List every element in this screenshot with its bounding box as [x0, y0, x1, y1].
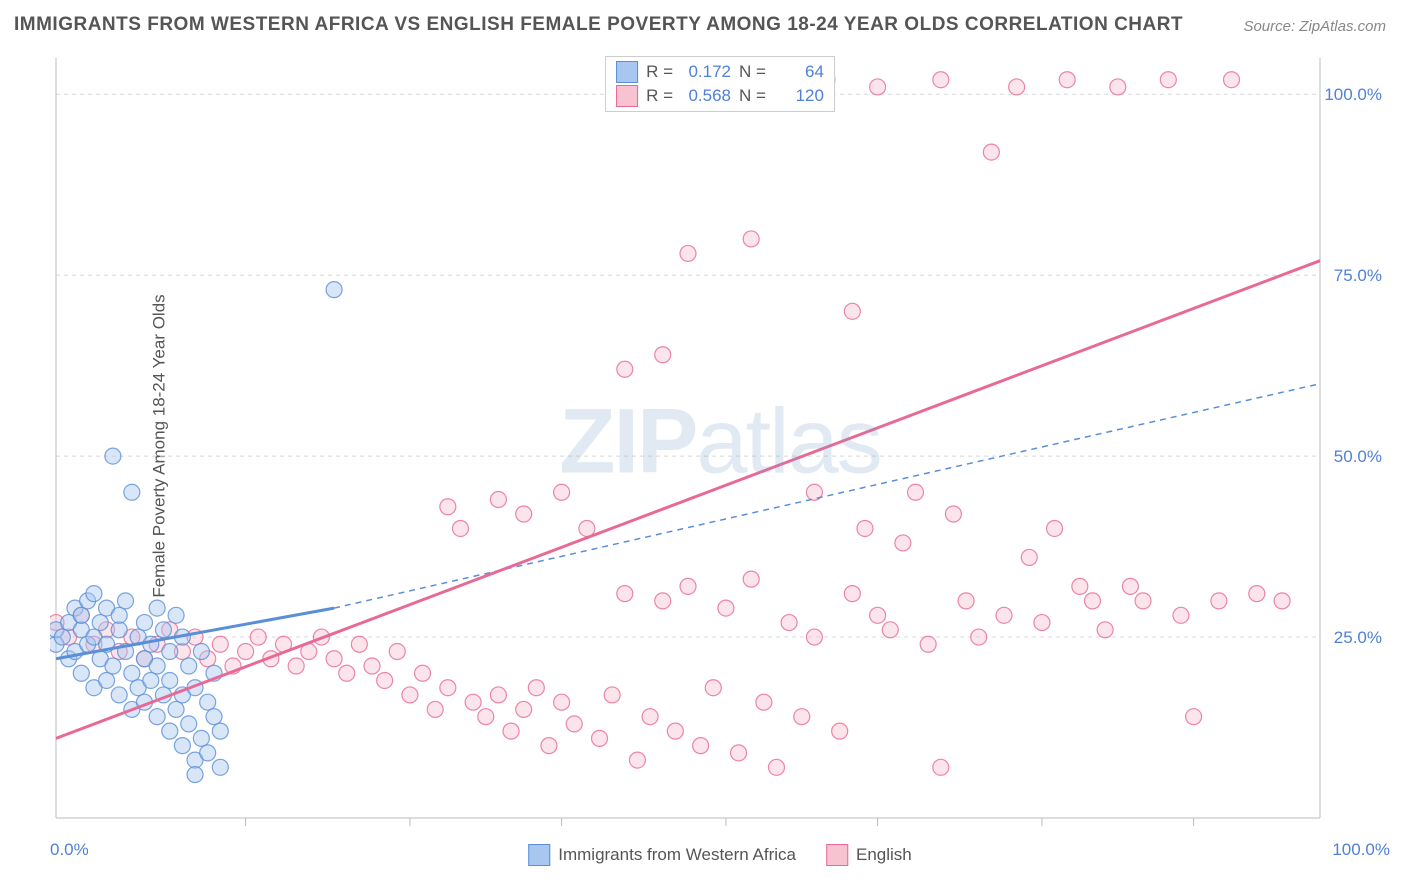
legend-label: English [856, 845, 912, 865]
swatch-icon [616, 85, 638, 107]
legend-row-series-1: R = 0.172 N = 64 [616, 61, 824, 83]
swatch-icon [616, 61, 638, 83]
series-legend: Immigrants from Western Africa English [528, 844, 912, 866]
legend-item: Immigrants from Western Africa [528, 844, 796, 866]
plot-area: 25.0%50.0%75.0%100.0% ZIPatlas R = 0.172… [50, 52, 1390, 832]
swatch-icon [528, 844, 550, 866]
n-value: 120 [774, 86, 824, 106]
chart-title: IMMIGRANTS FROM WESTERN AFRICA VS ENGLIS… [14, 14, 1183, 36]
svg-text:75.0%: 75.0% [1334, 266, 1382, 285]
r-value: 0.568 [681, 86, 731, 106]
legend-label: Immigrants from Western Africa [558, 845, 796, 865]
r-value: 0.172 [681, 62, 731, 82]
legend-item: English [826, 844, 912, 866]
svg-text:50.0%: 50.0% [1334, 447, 1382, 466]
swatch-icon [826, 844, 848, 866]
svg-text:25.0%: 25.0% [1334, 628, 1382, 647]
svg-text:100.0%: 100.0% [1324, 85, 1382, 104]
source-attribution: Source: ZipAtlas.com [1243, 18, 1386, 35]
legend-row-series-2: R = 0.568 N = 120 [616, 85, 824, 107]
correlation-legend: R = 0.172 N = 64 R = 0.568 N = 120 [605, 56, 835, 112]
x-axis-min-label: 0.0% [50, 840, 89, 860]
x-axis-max-label: 100.0% [1332, 840, 1390, 860]
n-value: 64 [774, 62, 824, 82]
scatter-chart: 25.0% 50.0% 75.0% 100.0% [50, 52, 1390, 832]
